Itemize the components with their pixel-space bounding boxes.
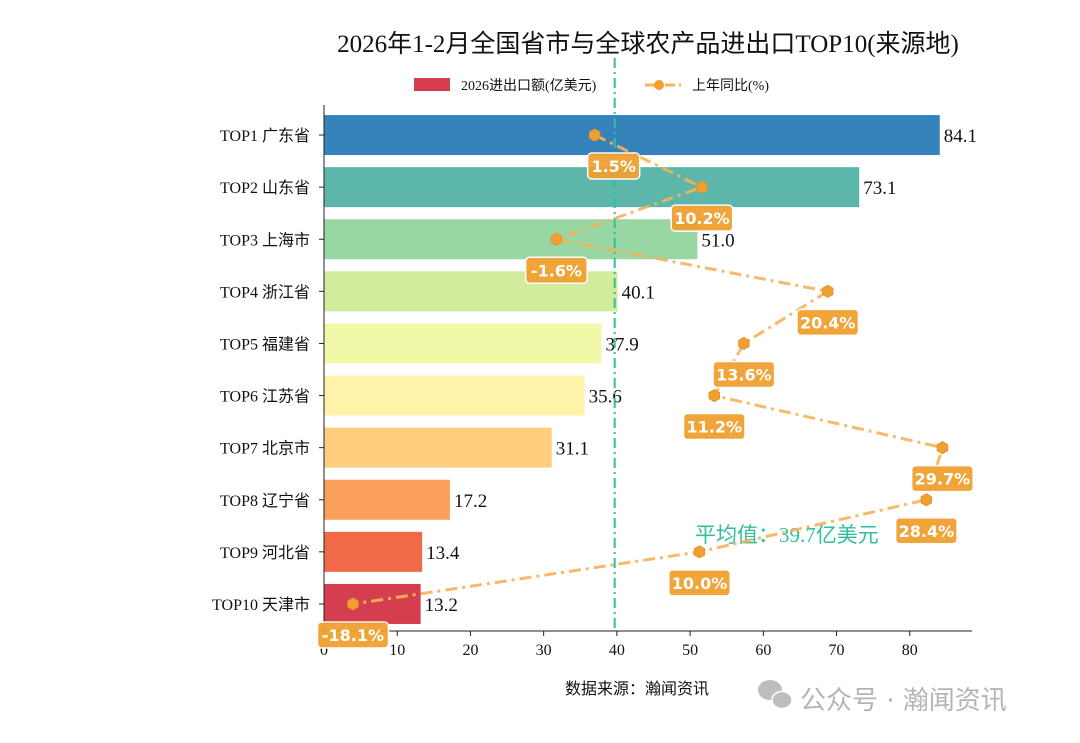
bar	[324, 479, 450, 520]
yoy-label: 10.2%	[674, 209, 730, 228]
category-label: TOP10 天津市	[212, 596, 310, 614]
category-label: TOP5 福建省	[220, 335, 310, 353]
bar	[324, 323, 602, 364]
bar-value-label: 73.1	[863, 178, 896, 199]
category-label: TOP2 山东省	[220, 179, 310, 197]
bars: TOP1 广东省 84.1 TOP2 山东省 73.1 TOP3 上海市 51.0 TOP4…	[212, 115, 977, 624]
legend-line-label: 上年同比(%)	[692, 78, 769, 94]
yoy-label-box	[670, 204, 734, 232]
yoy-label: -1.6%	[531, 261, 582, 280]
yoy-label-box	[712, 360, 776, 389]
yoy-line-group: 1.5% 10.2% -1.6% 20.4% 13.6% 11.2% 29.7% 28.4% 1…	[316, 128, 974, 649]
yoy-label-box	[894, 517, 958, 545]
x-tick-label: 50	[682, 642, 698, 659]
x-tick-label: 30	[536, 642, 552, 659]
bar	[324, 427, 552, 468]
yoy-marker	[738, 336, 750, 351]
x-tick-label: 10	[389, 642, 405, 659]
category-label: TOP1 广东省	[220, 127, 310, 145]
wechat-icon	[758, 680, 793, 710]
bar	[324, 583, 421, 624]
x-tick-label: 60	[755, 642, 771, 659]
bar	[324, 375, 585, 416]
category-label: TOP3 上海市	[220, 231, 310, 249]
x-tick-label: 80	[902, 642, 918, 659]
bar-value-label: 17.2	[454, 491, 487, 512]
yoy-marker	[550, 232, 563, 246]
watermark: 公众号 · 瀚闻资讯	[758, 680, 1007, 716]
yoy-label: 20.4%	[800, 313, 856, 332]
yoy-label-box	[586, 152, 641, 180]
yoy-label: 10.0%	[672, 574, 728, 593]
source-text: 数据来源：瀚闻资讯	[565, 680, 709, 698]
watermark-text: 公众号 · 瀚闻资讯	[800, 686, 1007, 716]
bar-value-label: 13.2	[425, 595, 458, 616]
yoy-label: 29.7%	[915, 470, 971, 489]
yoy-marker	[822, 284, 834, 298]
yoy-marker	[708, 388, 720, 403]
bar	[324, 531, 423, 572]
yoy-label-box	[910, 464, 974, 493]
yoy-marker	[696, 180, 708, 194]
category-label: TOP7 北京市	[220, 440, 310, 458]
yoy-marker	[936, 441, 949, 455]
yoy-label-box	[796, 308, 860, 337]
legend-bar-label: 2026进出口额(亿美元)	[461, 78, 597, 94]
category-label: TOP8 辽宁省	[220, 492, 310, 510]
yoy-marker	[693, 545, 706, 559]
x-axis: 0 10 20 30 40 50 60 70 80	[319, 105, 972, 659]
chart-title: 2026年1-2月全国省市与全球农产品进出口TOP10(来源地)	[337, 30, 959, 58]
average-label: 平均值：39.7亿美元	[695, 523, 879, 547]
legend-bar-swatch	[414, 78, 450, 91]
bar-value-label: 13.4	[426, 543, 460, 564]
category-label: TOP9 河北省	[220, 544, 310, 562]
bar-value-label: 51.0	[701, 230, 734, 251]
bar-value-label: 84.1	[944, 126, 977, 147]
x-tick-label: 40	[609, 642, 625, 659]
legend-line-marker	[654, 80, 664, 90]
x-tick-label: 70	[829, 642, 845, 659]
yoy-label-box	[316, 621, 390, 649]
yoy-marker	[347, 597, 359, 611]
bar-value-label: 31.1	[556, 439, 589, 460]
yoy-label: 11.2%	[687, 418, 743, 437]
x-tick-label: 20	[462, 642, 478, 659]
bar-value-label: 37.9	[606, 334, 639, 355]
bar	[324, 219, 698, 260]
bar	[324, 115, 940, 156]
bar-value-label: 40.1	[622, 282, 655, 303]
bar-value-label: 35.6	[589, 387, 622, 408]
x-tick-label: 0	[320, 642, 328, 659]
yoy-label: -18.1%	[322, 626, 384, 645]
average-line-group: 平均值：39.7亿美元	[613, 58, 879, 630]
yoy-label-box	[682, 412, 746, 441]
yoy-label-box	[667, 569, 731, 597]
category-label: TOP6 江苏省	[220, 388, 310, 406]
yoy-marker	[588, 128, 601, 142]
category-label: TOP4 浙江省	[220, 283, 310, 301]
yoy-label-box	[524, 256, 588, 284]
legend: 2026进出口额(亿美元) 上年同比(%)	[414, 78, 769, 94]
yoy-label: 28.4%	[899, 522, 955, 541]
yoy-label: 13.6%	[716, 365, 772, 384]
yoy-label: 1.5%	[591, 157, 635, 176]
yoy-marker	[920, 493, 933, 507]
